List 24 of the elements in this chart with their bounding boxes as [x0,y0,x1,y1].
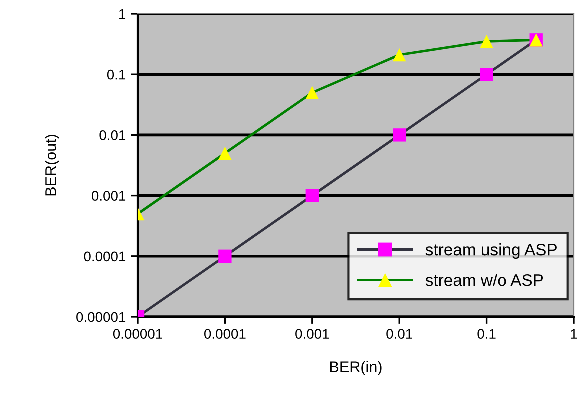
point [306,189,319,202]
y-tick-label: 0.1 [107,70,126,80]
point [218,250,232,263]
x-tick-label: 0.001 [296,329,330,340]
point [480,35,494,48]
point [218,146,232,160]
y-tick-label: 0.0001 [84,252,126,262]
x-axis-title: BER(in) [330,361,382,376]
x-tick-label: 1 [571,329,578,339]
y-tick-label: 0.001 [92,191,126,201]
legend-label: stream using ASP [426,244,557,260]
y-tick-label: 0.00001 [76,312,126,322]
x-tick-label: 0.1 [478,329,496,340]
point [393,48,406,62]
y-tick-label: 0.01 [100,130,126,140]
y-axis-title: BER(out) [45,135,60,196]
point [393,128,406,142]
x-tick-label: 0.01 [386,329,412,340]
legend-label: stream w/o ASP [426,274,544,286]
y-tick-label: 1 [120,9,126,20]
point [480,68,494,82]
x-tick-label: 0.0001 [204,329,246,340]
point [306,86,319,100]
x-tick-label: 0.00001 [113,329,162,340]
